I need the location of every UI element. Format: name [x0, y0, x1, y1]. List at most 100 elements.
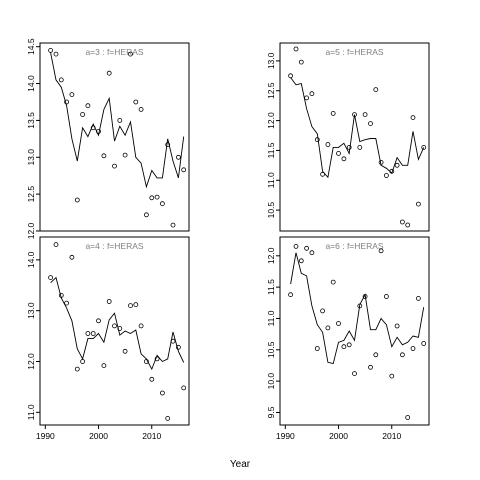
data-point — [336, 321, 341, 326]
data-point — [159, 201, 165, 207]
chart-panel-3: a=4 : f=HERAS 11.0 12.0 13.0 14.0 1990 2000 201… — [26, 236, 190, 441]
data-point — [320, 171, 326, 177]
data-point — [415, 295, 421, 301]
data-point — [399, 219, 405, 225]
data-point — [373, 352, 379, 358]
y-tick-label: 10.5 — [266, 202, 276, 219]
data-point — [405, 415, 411, 420]
data-point — [378, 248, 384, 254]
data-point — [181, 167, 187, 173]
data-point — [325, 142, 331, 147]
y-tick-label: 11.0 — [266, 310, 276, 326]
y-tick-label: 11.5 — [266, 279, 276, 295]
data-point — [106, 70, 112, 76]
data-point — [175, 154, 181, 160]
data-point — [314, 346, 320, 351]
chart-panel-4: a=6 : f=HERAS 9.5 10.0 10.5 11.0 11.5 12.0 1990… — [266, 236, 430, 441]
y-tick-label: 12.5 — [26, 186, 36, 203]
chart-panel-2: a=5 : f=HERAS 10.5 11.0 11.5 12.0 12.5 13.0 — [266, 42, 430, 232]
y-tick-label: 13.0 — [266, 52, 276, 69]
data-point — [133, 302, 139, 308]
x-tick-label: 2000 — [89, 431, 108, 441]
data-point — [58, 77, 64, 83]
data-point — [346, 342, 352, 348]
data-point — [383, 294, 389, 299]
y-tick-label: 12.0 — [266, 112, 276, 129]
y-tick-label: 13.0 — [26, 149, 36, 166]
data-point — [341, 156, 347, 162]
data-point — [293, 243, 299, 249]
data-point — [389, 373, 395, 379]
data-point — [48, 48, 53, 53]
x-tick-label: 2010 — [382, 431, 401, 441]
data-point — [341, 344, 347, 350]
data-point — [48, 275, 53, 281]
panels-group: a=3 : f=HERAS 12.0 12.5 13.0 13.5 14.0 14.5 a=5… — [26, 38, 430, 441]
data-point — [373, 87, 379, 92]
data-point — [336, 150, 341, 156]
data-point — [421, 341, 427, 346]
data-point — [309, 91, 315, 97]
data-point — [74, 366, 80, 372]
y-tick-label: 10.5 — [266, 341, 276, 358]
series-line — [50, 276, 185, 371]
y-tick-label: 14.5 — [26, 38, 36, 55]
data-point — [362, 112, 368, 117]
data-point — [90, 331, 96, 336]
data-point — [64, 300, 69, 306]
data-point — [314, 137, 320, 143]
panel-frame — [279, 236, 430, 426]
data-point — [298, 258, 304, 264]
y-tick-label: 14.0 — [26, 75, 36, 92]
data-point — [117, 118, 123, 123]
series-line — [50, 52, 185, 189]
data-point — [122, 152, 128, 158]
data-point — [101, 363, 107, 369]
data-point — [394, 162, 400, 168]
series-line — [290, 77, 425, 179]
panel-title: a=4 : f=HERAS — [85, 241, 143, 251]
data-point — [149, 376, 155, 382]
data-point — [64, 99, 69, 105]
data-point — [405, 222, 411, 228]
data-point — [304, 95, 310, 101]
data-point — [85, 103, 91, 109]
data-point — [149, 195, 155, 201]
data-point — [154, 194, 160, 200]
panel-frame — [39, 42, 190, 232]
data-point — [410, 346, 416, 351]
data-point — [181, 385, 187, 391]
panel-frame — [279, 42, 430, 232]
y-tick-label: 12.0 — [26, 222, 36, 239]
data-point — [170, 222, 176, 228]
data-point — [330, 111, 336, 116]
data-point — [293, 46, 299, 52]
data-point — [80, 112, 85, 117]
series-line — [290, 252, 425, 365]
data-point — [368, 364, 373, 370]
panel-title: a=3 : f=HERAS — [85, 47, 143, 57]
y-tick-label: 13.0 — [26, 302, 36, 319]
data-point — [410, 115, 416, 120]
data-point — [128, 303, 133, 309]
data-point — [298, 59, 304, 65]
data-point — [69, 92, 75, 97]
data-point — [138, 107, 144, 112]
data-point — [357, 144, 363, 150]
data-point — [288, 292, 294, 298]
data-point — [112, 163, 117, 169]
panel-frame — [39, 236, 190, 426]
data-point — [133, 99, 139, 105]
data-point — [330, 279, 336, 285]
x-axis-label: Year — [230, 459, 251, 470]
x-tick-label: 2000 — [329, 431, 348, 441]
data-point — [309, 250, 315, 256]
data-point — [394, 323, 400, 329]
data-point — [85, 331, 91, 336]
data-point — [122, 348, 128, 354]
data-point — [399, 352, 405, 358]
data-point — [112, 323, 117, 329]
y-tick-label: 12.5 — [266, 82, 276, 99]
data-point — [352, 371, 357, 377]
